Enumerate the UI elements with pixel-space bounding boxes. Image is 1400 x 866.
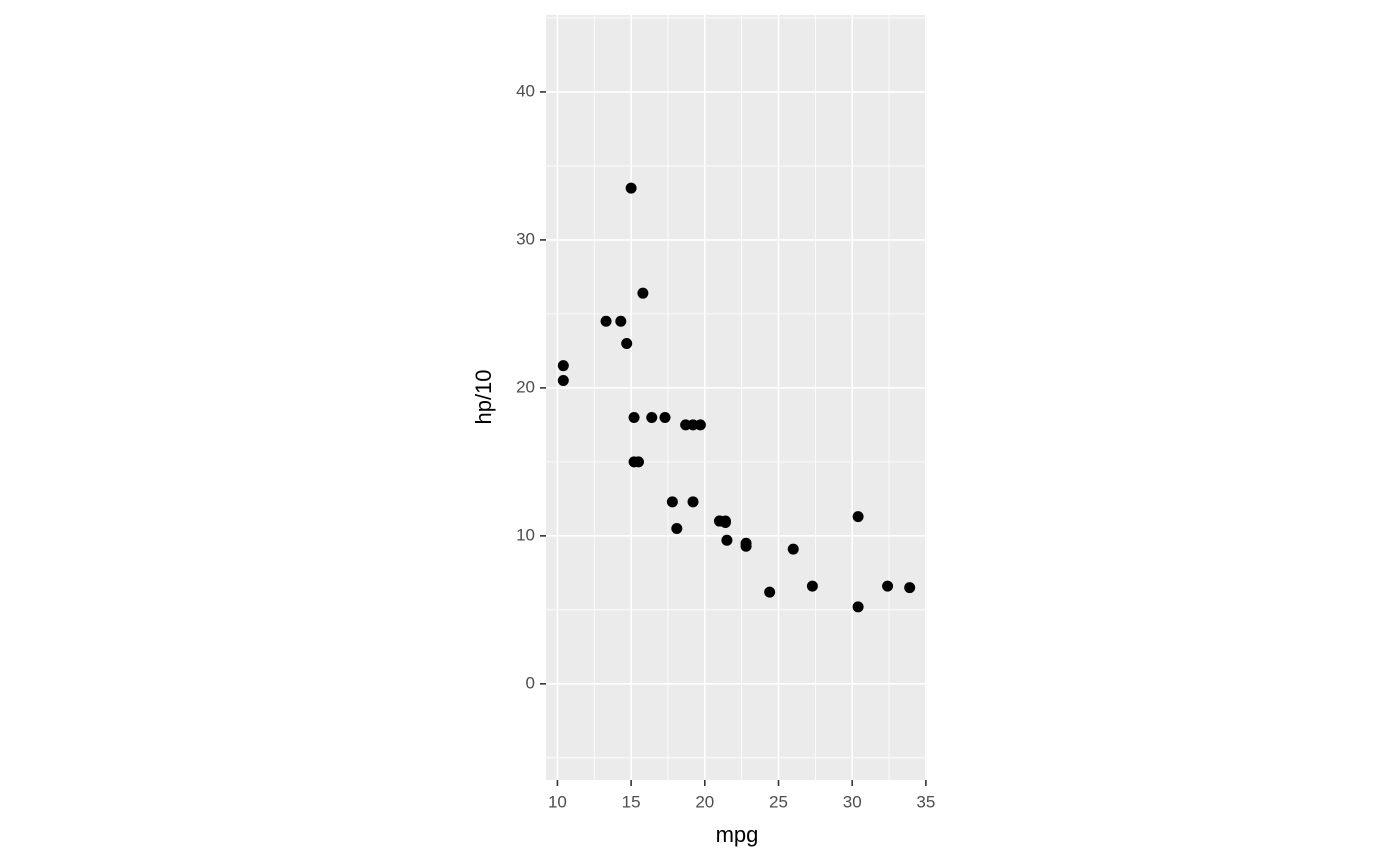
point — [659, 411, 671, 423]
point — [719, 517, 731, 529]
point — [666, 496, 678, 508]
point — [904, 582, 916, 594]
point — [625, 182, 637, 194]
point — [671, 522, 683, 534]
point — [600, 315, 612, 327]
x-tick-label: 30 — [843, 792, 862, 811]
panel — [546, 15, 927, 780]
y-tick-label: 20 — [516, 377, 535, 396]
point — [557, 360, 569, 372]
point — [637, 287, 649, 299]
point — [694, 419, 706, 431]
point — [628, 456, 640, 468]
marks — [557, 182, 916, 613]
y-tick-label: 0 — [526, 673, 535, 692]
point — [628, 411, 640, 423]
point — [621, 337, 633, 349]
point — [806, 580, 818, 592]
y-tick-label: 40 — [516, 81, 535, 100]
point — [646, 411, 658, 423]
grid — [546, 15, 927, 780]
x-tick-label: 25 — [769, 792, 788, 811]
point — [787, 543, 799, 555]
point — [852, 511, 864, 523]
point — [764, 586, 776, 598]
x-tick-label: 15 — [622, 792, 641, 811]
y-axis-title: hp/10 — [471, 369, 496, 424]
point — [615, 315, 627, 327]
x-tick-label: 35 — [916, 792, 935, 811]
point — [882, 580, 894, 592]
x-axis-title: mpg — [716, 822, 759, 847]
point — [687, 496, 699, 508]
point — [852, 601, 864, 613]
y-tick-label: 30 — [516, 229, 535, 248]
point — [557, 374, 569, 386]
point — [740, 537, 752, 549]
y-tick-label: 10 — [516, 525, 535, 544]
point — [721, 534, 733, 546]
x-tick-label: 20 — [695, 792, 714, 811]
x-tick-label: 10 — [548, 792, 567, 811]
